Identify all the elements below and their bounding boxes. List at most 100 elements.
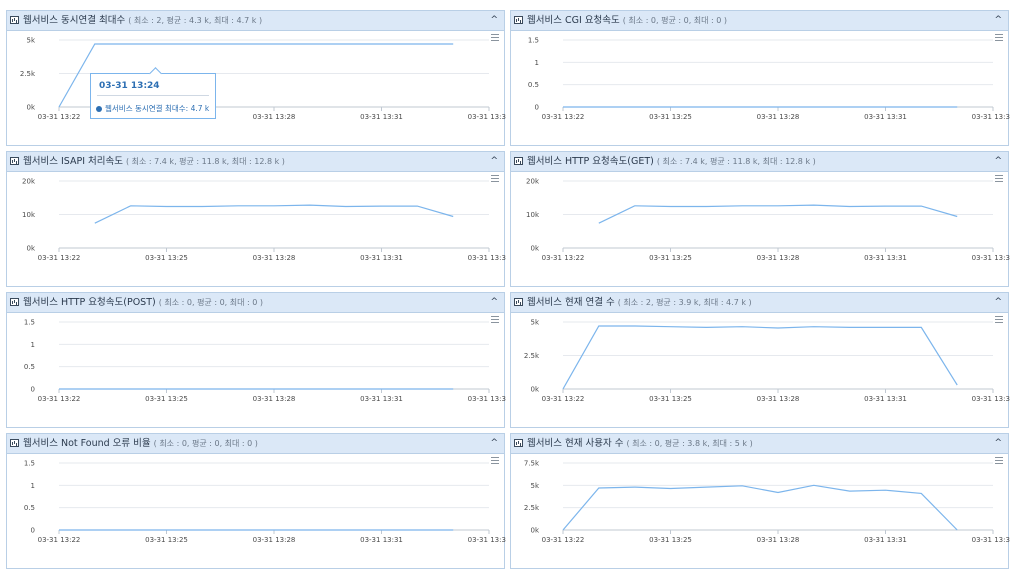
panel-stats: ( 최소 : 0, 평균 : 0, 최대 : 0 ): [158, 298, 264, 307]
x-tick-label: 03-31 13:25: [145, 254, 188, 262]
x-tick-label: 03-31 13:34: [972, 254, 1010, 262]
chart-icon: [10, 298, 19, 306]
panel-stats: ( 최소 : 2, 평균 : 4.3 k, 최대 : 4.7 k ): [128, 16, 263, 25]
series-line: [94, 204, 454, 224]
y-tick-label: 0.5: [24, 504, 35, 512]
hamburger-menu-icon[interactable]: [995, 316, 1003, 323]
hamburger-menu-icon[interactable]: [995, 34, 1003, 41]
x-tick-label: 03-31 13:25: [649, 395, 692, 403]
chart-tooltip: 03-31 13:24 웹서비스 동시연결 최대수: 4.7 k: [90, 67, 216, 119]
x-tick-label: 03-31 13:34: [468, 395, 506, 403]
panel-title: 웹서비스 Not Found 오류 비율( 최소 : 0, 평균 : 0, 최대…: [23, 438, 258, 449]
y-tick-label: 10k: [22, 211, 36, 219]
x-tick-label: 03-31 13:22: [542, 113, 585, 121]
hamburger-menu-icon[interactable]: [491, 316, 499, 323]
panel-header: 웹서비스 현재 사용자 수( 최소 : 0, 평균 : 3.8 k, 최대 : …: [511, 434, 1008, 454]
hamburger-menu-icon[interactable]: [491, 457, 499, 464]
x-tick-label: 03-31 13:31: [864, 536, 907, 544]
panel-title: 웹서비스 CGI 요청속도( 최소 : 0, 평균 : 0, 최대 : 0 ): [527, 15, 728, 26]
tooltip-separator: :: [185, 104, 191, 113]
y-tick-label: 1.5: [24, 460, 35, 468]
x-tick-label: 03-31 13:25: [649, 536, 692, 544]
y-tick-label: 5k: [530, 482, 539, 490]
panel-stats: ( 최소 : 0, 평균 : 0, 최대 : 0 ): [153, 439, 258, 448]
chart-panel-not-found-error-rate: 웹서비스 Not Found 오류 비율( 최소 : 0, 평균 : 0, 최대…: [6, 433, 506, 569]
y-tick-label: 2.5k: [524, 352, 540, 360]
x-tick-label: 03-31 13:28: [253, 113, 296, 121]
x-tick-label: 03-31 13:22: [38, 113, 81, 121]
y-tick-label: 2.5k: [20, 70, 36, 78]
y-tick-label: 0k: [26, 104, 35, 112]
x-tick-label: 03-31 13:22: [38, 536, 81, 544]
chart-plot: 0k 10k 20k 03-31 13:22 03-31 13:25 03-31 13:2…: [22, 178, 506, 263]
chart-icon: [514, 16, 523, 24]
x-tick-label: 03-31 13:22: [542, 395, 585, 403]
chart-icon: [514, 298, 523, 306]
x-tick-label: 03-31 13:34: [972, 395, 1010, 403]
hamburger-menu-icon[interactable]: [995, 457, 1003, 464]
chart-icon: [10, 157, 19, 165]
chart-plot: 0 0.5 1 1.5 03-31 13:22 03-31 13:25 03-31 13:2…: [24, 460, 506, 545]
y-tick-label: 0k: [530, 527, 539, 535]
panel-header: 웹서비스 동시연결 최대수( 최소 : 2, 평균 : 4.3 k, 최대 : …: [7, 11, 504, 31]
tooltip-series-name: 웹서비스 동시연결 최대수: [105, 104, 186, 113]
chart-icon: [10, 439, 19, 447]
panel-header: 웹서비스 Not Found 오류 비율( 최소 : 0, 평균 : 0, 최대…: [7, 434, 504, 454]
x-tick-label: 03-31 13:22: [38, 254, 81, 262]
y-tick-label: 20k: [526, 178, 540, 186]
y-tick-label: 1.5: [528, 37, 539, 45]
y-tick-label: 0.5: [24, 363, 35, 371]
x-tick-label: 03-31 13:28: [757, 113, 800, 121]
chevron-up-icon[interactable]: ^: [994, 15, 1002, 25]
chevron-up-icon[interactable]: ^: [490, 15, 498, 25]
x-tick-label: 03-31 13:31: [864, 254, 907, 262]
panel-header: 웹서비스 HTTP 요청속도(GET)( 최소 : 7.4 k, 평균 : 11…: [511, 152, 1008, 172]
chevron-up-icon[interactable]: ^: [994, 156, 1002, 166]
chart-panel-max-concurrent-connections: 웹서비스 동시연결 최대수 ( 최소 : 2, 평균 : 4.3 k, 최대 : …: [6, 10, 506, 146]
y-tick-label: 0.5: [528, 81, 539, 89]
chevron-up-icon[interactable]: ^: [994, 438, 1002, 448]
y-tick-label: 0: [31, 527, 35, 535]
x-tick-label: 03-31 13:22: [542, 254, 585, 262]
x-tick-label: 03-31 13:34: [972, 113, 1010, 121]
x-tick-label: 03-31 13:31: [360, 113, 403, 121]
panel-stats: ( 최소 : 2, 평균 : 3.9 k, 최대 : 4.7 k ): [617, 298, 752, 307]
y-tick-label: 1: [31, 482, 35, 490]
hamburger-menu-icon[interactable]: [491, 34, 499, 41]
x-tick-label: 03-31 13:28: [253, 536, 296, 544]
chevron-up-icon[interactable]: ^: [490, 156, 498, 166]
y-tick-label: 10k: [526, 211, 540, 219]
chart-plot: 0k 10k 20k 03-31 13:22 03-31 13:25 03-31 13:2…: [526, 178, 1010, 263]
chart-panel-current-connections: 웹서비스 현재 연결 수( 최소 : 2, 평균 : 3.9 k, 최대 : 4…: [510, 292, 1010, 428]
hamburger-menu-icon[interactable]: [995, 175, 1003, 182]
chevron-up-icon[interactable]: ^: [490, 438, 498, 448]
x-tick-label: 03-31 13:34: [468, 254, 506, 262]
panel-title: 웹서비스 현재 연결 수( 최소 : 2, 평균 : 3.9 k, 최대 : 4…: [527, 297, 752, 308]
chart-panel-http-get-rate: 웹서비스 HTTP 요청속도(GET)( 최소 : 7.4 k, 평균 : 11…: [510, 151, 1010, 287]
panel-header: 웹서비스 HTTP 요청속도(POST)( 최소 : 0, 평균 : 0, 최대…: [7, 293, 504, 313]
series-line: [562, 484, 958, 531]
chevron-up-icon[interactable]: ^: [490, 297, 498, 307]
panel-title: 웹서비스 HTTP 요청속도(POST)( 최소 : 0, 평균 : 0, 최대…: [23, 297, 264, 308]
panel-header: 웹서비스 CGI 요청속도( 최소 : 0, 평균 : 0, 최대 : 0 ) …: [511, 11, 1008, 31]
x-tick-label: 03-31 13:31: [864, 395, 907, 403]
chart-panel-http-post-rate: 웹서비스 HTTP 요청속도(POST)( 최소 : 0, 평균 : 0, 최대…: [6, 292, 506, 428]
x-tick-label: 03-31 13:31: [360, 254, 403, 262]
y-tick-label: 1.5: [24, 319, 35, 327]
chart-plot: 0 0.5 1 1.5 03-31 13:22 03-31 13:25 03-31 13:2…: [528, 37, 1010, 122]
x-tick-label: 03-31 13:28: [253, 395, 296, 403]
x-tick-label: 03-31 13:22: [542, 536, 585, 544]
x-tick-label: 03-31 13:34: [468, 536, 506, 544]
y-tick-label: 1: [31, 341, 35, 349]
panel-stats: ( 최소 : 0, 평균 : 3.8 k, 최대 : 5 k ): [626, 439, 753, 448]
chart-plot: 0 0.5 1 1.5 03-31 13:22 03-31 13:25 03-31 13:2…: [24, 319, 506, 404]
chevron-up-icon[interactable]: ^: [994, 297, 1002, 307]
y-tick-label: 2.5k: [524, 504, 540, 512]
y-tick-label: 0: [535, 104, 539, 112]
chart-panel-current-users: 웹서비스 현재 사용자 수( 최소 : 0, 평균 : 3.8 k, 최대 : …: [510, 433, 1010, 569]
y-tick-label: 5k: [26, 37, 35, 45]
series-line: [58, 43, 454, 108]
hamburger-menu-icon[interactable]: [491, 175, 499, 182]
x-tick-label: 03-31 13:25: [649, 113, 692, 121]
